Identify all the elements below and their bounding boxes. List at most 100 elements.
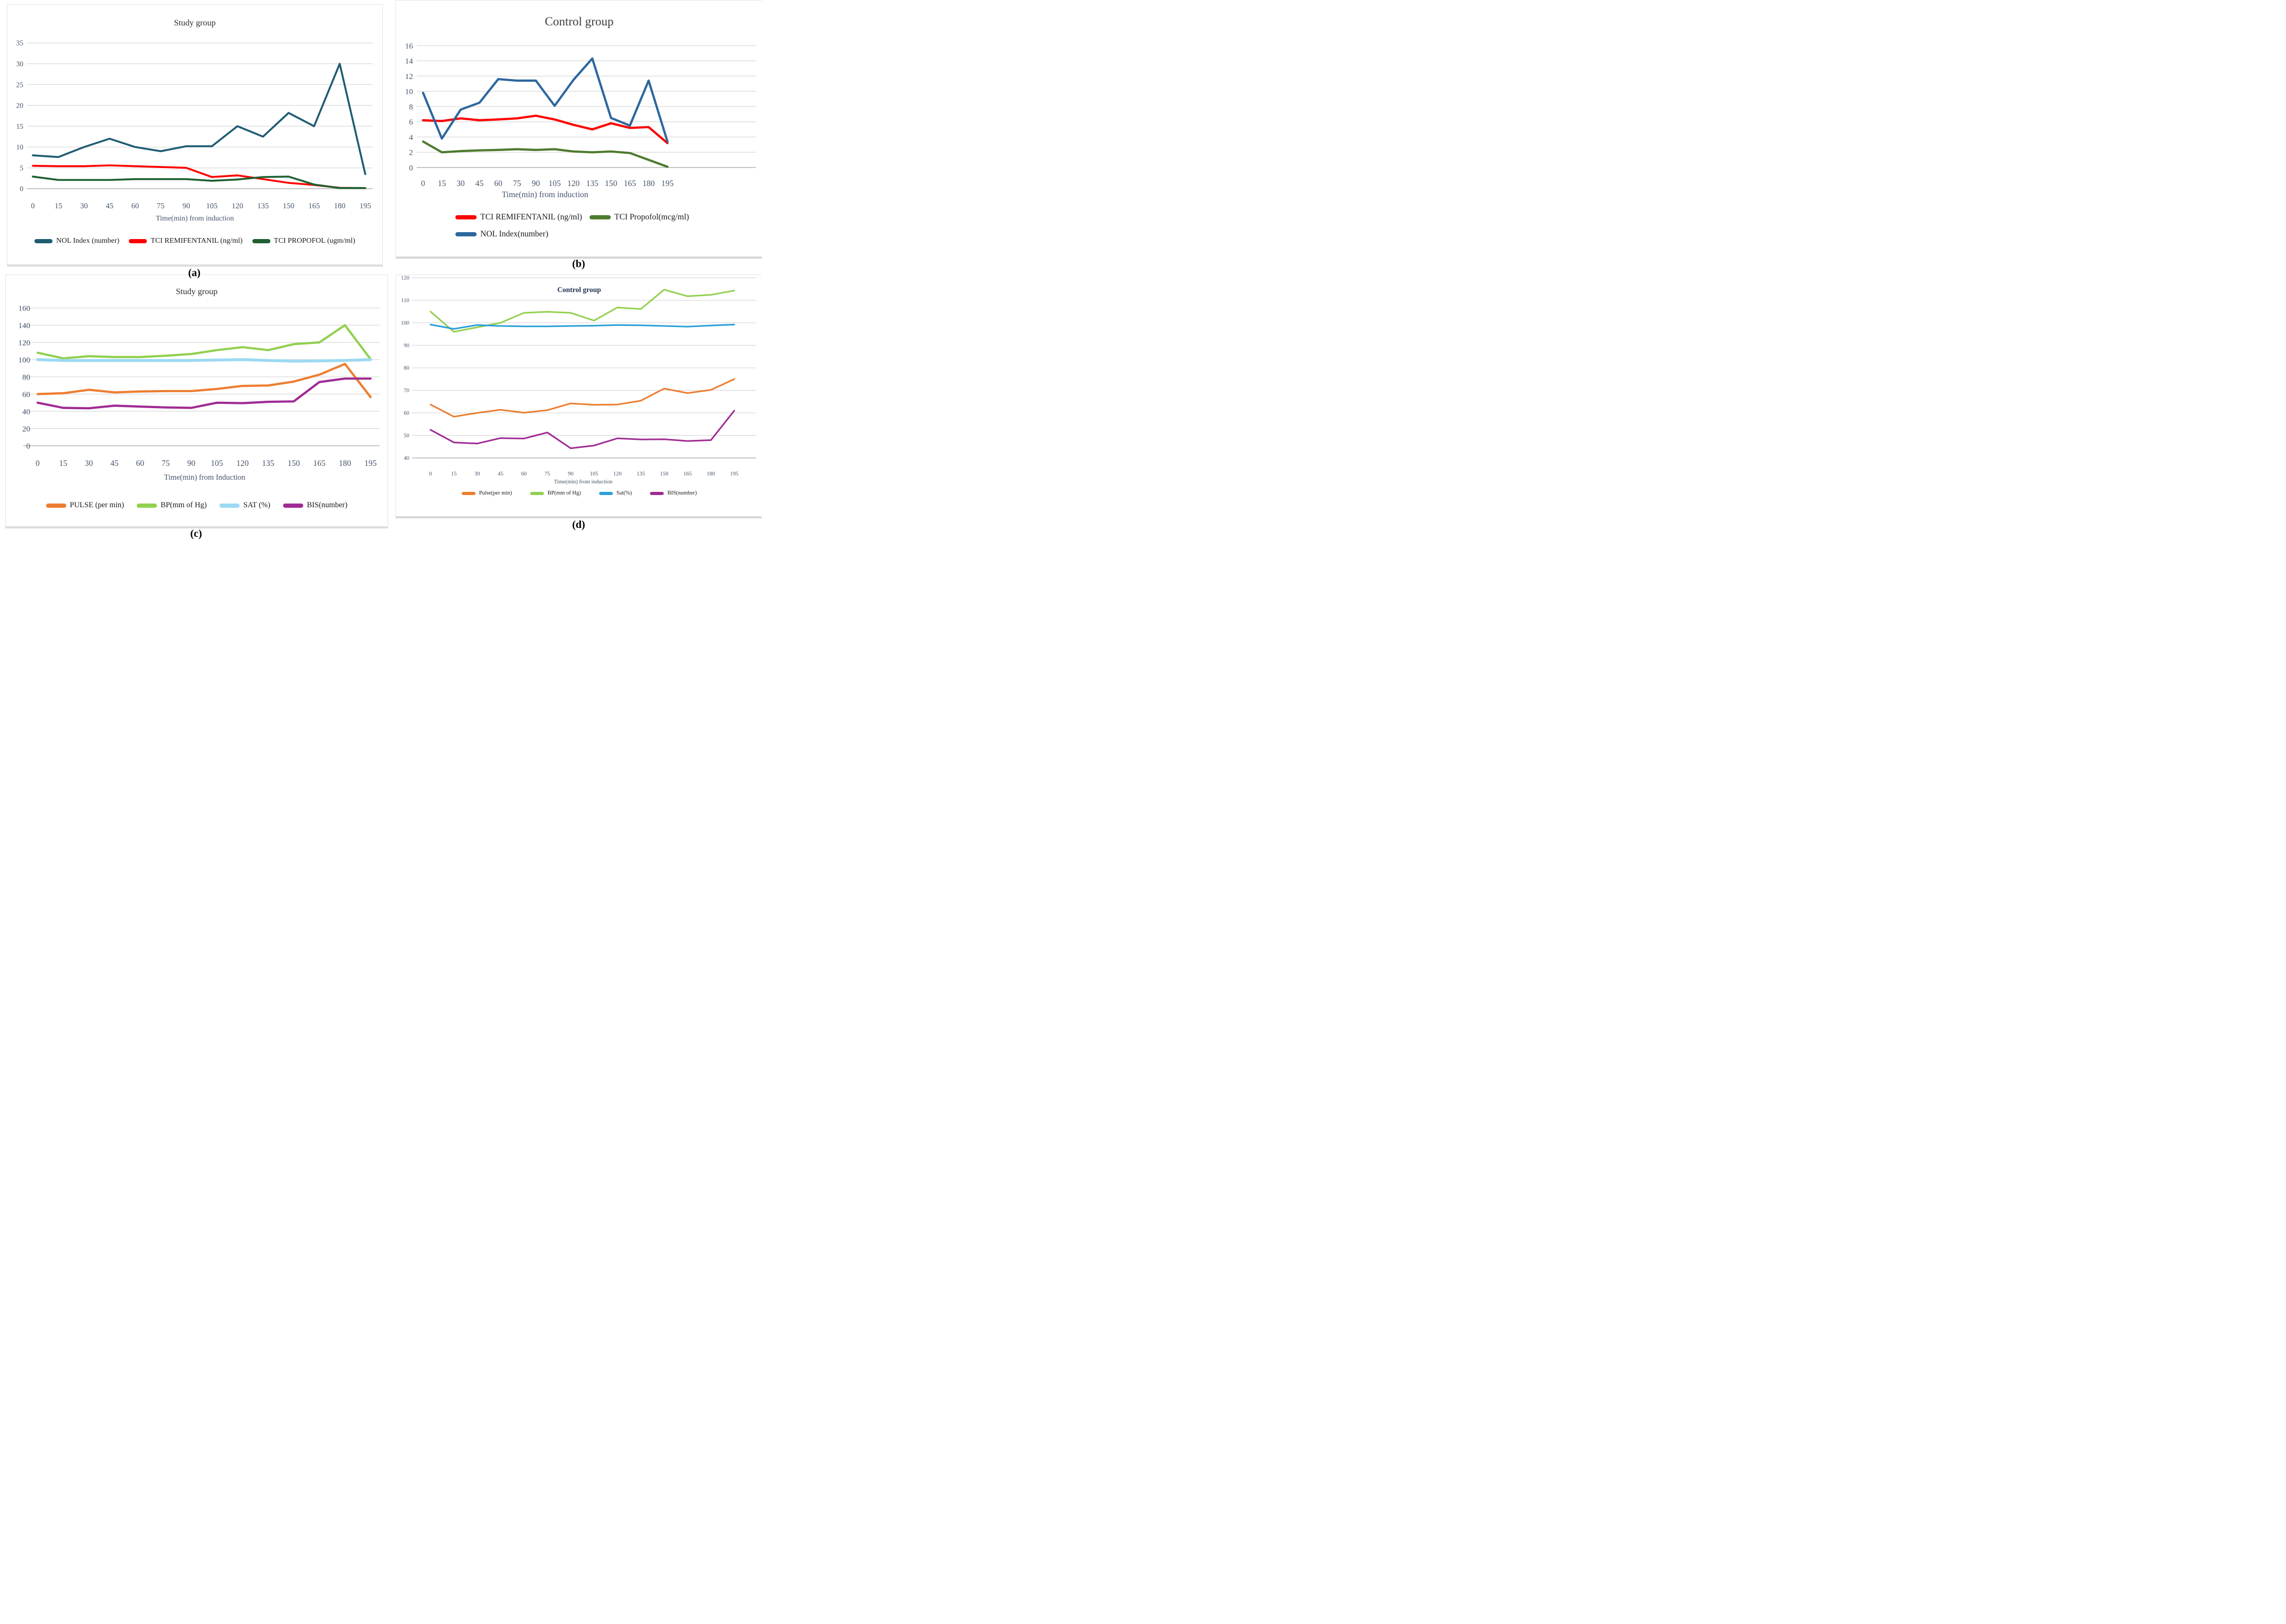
- legend-label: BP(mm of Hg): [547, 490, 581, 496]
- y-tick-label: 6: [409, 118, 414, 127]
- chart-title-c: Study group: [175, 287, 218, 296]
- y-tick-label: 100: [401, 321, 409, 326]
- legend-line-swatch-icon: [589, 215, 611, 219]
- legend-label: TCI REMIFENTANIL (ng/ml): [480, 213, 582, 222]
- x-tick-label: 75: [513, 179, 522, 188]
- y-tick-label: 90: [404, 343, 410, 349]
- y-tick-label: 10: [16, 143, 24, 151]
- y-tick-label: 100: [19, 356, 31, 365]
- y-tick-label: 40: [22, 408, 30, 416]
- y-tick-label: 120: [19, 339, 31, 347]
- x-tick-label: 150: [287, 459, 300, 468]
- x-tick-label: 45: [476, 179, 484, 188]
- y-tick-label: 10: [405, 88, 413, 96]
- y-tick-label: 35: [16, 39, 24, 47]
- chart-canvas-a: 0 5 10 15 20 25 30 35 0 15 30 45 60 75 90 105 120 135 150 1…: [16, 39, 373, 210]
- legend-c: PULSE (per min) BP(mm of Hg) SAT (%) BIS(nu…: [6, 501, 388, 510]
- legend-label: NOL Index (number): [56, 237, 120, 245]
- y-tick-label: 0: [409, 164, 414, 172]
- x-axis-label-c: Time(min) from Induction: [164, 473, 245, 482]
- x-tick-label: 180: [334, 202, 346, 210]
- y-tick-label: 12: [405, 73, 413, 81]
- x-tick-label: 150: [660, 471, 669, 477]
- x-tick-label: 45: [105, 202, 113, 210]
- series-line: [36, 358, 372, 363]
- x-tick-label: 60: [136, 459, 144, 468]
- x-tick-label: 180: [339, 459, 351, 468]
- legend-item: BIS(number): [283, 501, 347, 510]
- legend-line-swatch-icon: [461, 491, 476, 495]
- y-tick-label: 16: [405, 42, 414, 50]
- x-tick-label: 45: [498, 471, 504, 477]
- x-tick-label: 75: [157, 202, 165, 210]
- legend-item: BP(mm of Hg): [136, 501, 207, 510]
- x-tick-label: 120: [567, 179, 580, 188]
- y-tick-label: 110: [401, 298, 409, 304]
- legend-label: BP(mm of Hg): [160, 501, 207, 509]
- x-tick-label: 15: [55, 202, 63, 210]
- y-tick-label: 80: [404, 366, 410, 372]
- legend-a: NOL Index (number) TCI REMIFENTANIL (ng/m…: [7, 237, 382, 245]
- legend-item: TCI Propofol(mcg/ml): [589, 213, 689, 222]
- y-tick-label: 30: [16, 60, 24, 68]
- y-tick-label: 0: [20, 185, 23, 193]
- x-tick-label: 105: [206, 202, 218, 210]
- x-tick-label: 30: [85, 459, 93, 468]
- legend-item: TCI PROPOFOL (ugm/ml): [252, 237, 355, 245]
- series-line: [36, 363, 372, 399]
- legend-item: TCI REMIFENTANIL (ng/ml): [129, 237, 243, 245]
- legend-label: Sat(%): [616, 490, 632, 496]
- series-line: [421, 57, 669, 143]
- x-tick-label: 60: [131, 202, 139, 210]
- series-line: [36, 324, 372, 360]
- figure-caption-c: (c): [190, 528, 203, 540]
- x-tick-label: 105: [211, 459, 224, 468]
- y-tick-label: 25: [16, 81, 24, 89]
- y-tick-label: 2: [409, 149, 414, 157]
- x-tick-label: 105: [590, 471, 599, 477]
- legend-label: TCI Propofol(mcg/ml): [614, 213, 689, 222]
- legend-line-swatch-icon: [455, 232, 477, 236]
- x-tick-label: 0: [421, 179, 425, 188]
- legend-item: BP(mm of Hg): [530, 490, 581, 496]
- legend-line-swatch-icon: [252, 239, 270, 243]
- legend-line-swatch-icon: [219, 503, 240, 508]
- x-tick-label: 195: [730, 471, 738, 477]
- x-tick-label: 90: [187, 459, 196, 468]
- figure-caption-d: (d): [572, 519, 585, 531]
- legend-label: Pulse(per min): [479, 490, 512, 496]
- legend-item: SAT (%): [219, 501, 270, 510]
- series-line: [32, 164, 366, 189]
- x-tick-label: 165: [313, 459, 326, 468]
- legend-line-swatch-icon: [530, 491, 544, 495]
- y-tick-label: 40: [404, 456, 410, 462]
- x-tick-label: 150: [283, 202, 294, 210]
- figure-caption-a: (a): [188, 267, 201, 279]
- y-tick-label: 15: [16, 122, 24, 130]
- y-tick-label: 20: [16, 102, 24, 110]
- figure-page: 0 5 10 15 20 25 30 35 0 15 30 45 60 75 90 105 120 135 150 1…: [0, 0, 762, 541]
- x-tick-label: 165: [623, 179, 636, 188]
- chart-canvas-d: 40 50 60 70 80 90 100 110 120 0 15 30 45 60 75 90 105 120…: [401, 276, 756, 477]
- legend-label: BIS(number): [667, 490, 697, 496]
- legend-line-swatch-icon: [455, 215, 477, 219]
- legend-item: TCI REMIFENTANIL (ng/ml): [455, 213, 582, 222]
- legend-line-swatch-icon: [34, 239, 52, 243]
- x-tick-label: 165: [309, 202, 320, 210]
- x-tick-label: 90: [182, 202, 190, 210]
- y-tick-label: 120: [401, 276, 409, 281]
- x-tick-label: 135: [637, 471, 645, 477]
- x-tick-label: 105: [549, 179, 561, 188]
- legend-label: SAT (%): [243, 501, 270, 509]
- x-tick-label: 45: [110, 459, 119, 468]
- legend-item: PULSE (per min): [46, 501, 124, 510]
- x-tick-label: 60: [494, 179, 503, 188]
- x-tick-label: 15: [59, 459, 68, 468]
- series-line: [36, 377, 372, 410]
- x-tick-label: 15: [438, 179, 446, 188]
- y-tick-label: 70: [404, 388, 410, 394]
- legend-line-swatch-icon: [46, 503, 66, 508]
- x-tick-label: 180: [643, 179, 655, 188]
- chart-title-d: Control group: [557, 286, 601, 294]
- x-tick-label: 135: [262, 459, 275, 468]
